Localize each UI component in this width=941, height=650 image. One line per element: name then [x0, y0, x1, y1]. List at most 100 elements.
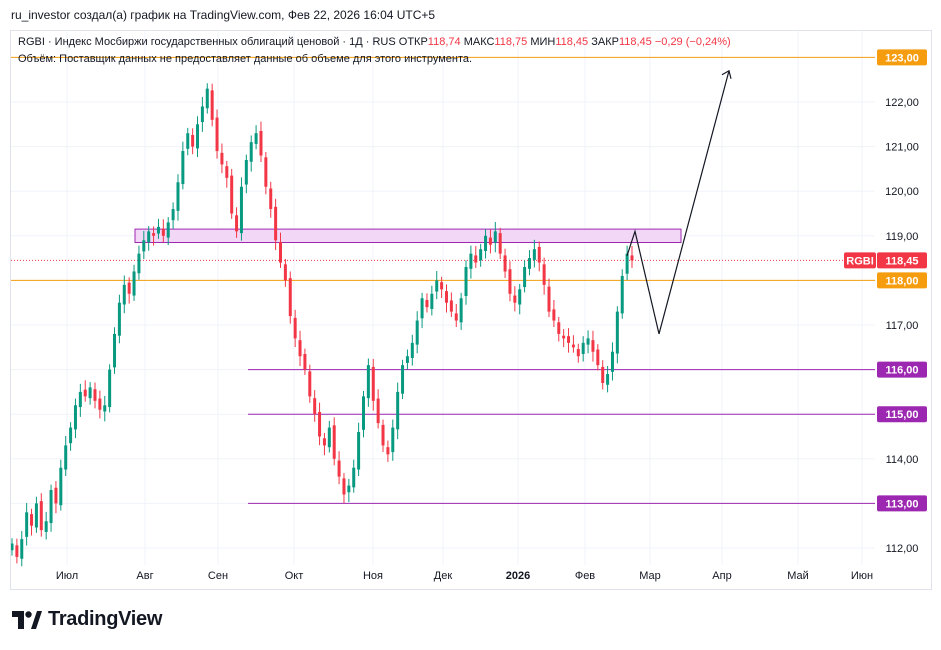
candle-body — [293, 317, 297, 339]
candle-body — [342, 478, 346, 495]
candle-body — [610, 351, 614, 372]
candle-body — [606, 374, 610, 385]
candle-body — [371, 366, 375, 401]
volume-note: Объём: Поставщик данных не предоставляет… — [18, 53, 473, 65]
candle-body — [127, 282, 131, 294]
candle-body — [454, 313, 458, 321]
candle-body — [200, 106, 204, 123]
candle-body — [259, 130, 263, 156]
candle-body — [59, 467, 63, 506]
level-badge[interactable] — [877, 272, 927, 289]
candle-body — [191, 135, 195, 147]
candle-body — [562, 335, 566, 339]
candle-body — [391, 427, 395, 453]
resistance-zone-layer — [134, 228, 682, 243]
candle-body — [410, 342, 414, 359]
candle-body — [254, 133, 258, 144]
tradingview-logo-icon — [12, 610, 42, 629]
candle-body — [337, 460, 341, 477]
candle-body — [420, 298, 424, 319]
level-badge-label: 116,00 — [885, 365, 918, 377]
candle-body — [523, 267, 527, 288]
candle-body — [303, 353, 307, 370]
candle-body — [449, 300, 453, 312]
x-tick-label: Май — [787, 570, 809, 582]
candle-body — [30, 514, 34, 526]
horizontal-lines-layer — [11, 56, 875, 504]
level-badge-label: 115,00 — [885, 409, 918, 421]
y-tick-label: 112,00 — [886, 543, 919, 555]
candle-body — [576, 349, 580, 357]
candle-body — [20, 539, 24, 559]
candle-body — [620, 275, 624, 314]
candle-body — [459, 298, 463, 323]
candle-body — [488, 237, 492, 245]
resistance-zone-rect — [134, 228, 682, 243]
candle-body — [376, 398, 380, 424]
candle-body — [625, 253, 629, 274]
candle-body — [176, 182, 180, 211]
level-badge[interactable] — [877, 495, 927, 512]
candle-body — [508, 269, 512, 294]
candle-body — [69, 427, 73, 444]
candle-body — [547, 286, 551, 312]
symbol-badge[interactable] — [844, 252, 876, 269]
open-label: ОТКР — [398, 36, 428, 48]
level-badge[interactable] — [877, 406, 927, 423]
candle-body — [103, 405, 107, 412]
candle-body — [366, 365, 370, 399]
candle-body — [83, 389, 87, 397]
candle-body — [542, 264, 546, 285]
attribution-text: ru_investor создал(а) график на TradingV… — [11, 8, 436, 22]
candle-body — [537, 246, 541, 263]
chart-frame — [10, 30, 932, 590]
x-tick-label: Сен — [208, 570, 228, 582]
candle-body — [322, 438, 326, 446]
candle-body — [527, 258, 531, 269]
candle-body — [557, 322, 561, 334]
x-tick-label: Дек — [434, 570, 453, 582]
candle-body — [49, 490, 53, 524]
candle-body — [98, 398, 102, 410]
candle-body — [532, 249, 536, 260]
candle-body — [479, 249, 483, 261]
candle-body — [318, 411, 322, 437]
candle-body — [147, 231, 151, 243]
tradingview-logo[interactable]: TradingView — [12, 608, 162, 631]
candle-body — [630, 255, 634, 261]
x-tick-label: Окт — [285, 570, 304, 582]
change-value: −0,29 (−0,24%) — [654, 36, 731, 48]
candle-body — [88, 387, 92, 399]
low-label: МИН — [530, 36, 556, 48]
last-price-badge[interactable] — [877, 252, 927, 269]
time-axis[interactable]: Июл Авг Сен Окт Ноя Дек 2026 Фев Мар Апр Май Июн — [56, 570, 873, 582]
candle-body — [396, 391, 400, 430]
high-value: 118,75 — [494, 36, 528, 48]
y-tick-label: 120,00 — [885, 186, 919, 198]
price-axis[interactable]: 112,00 113,00 114,00 115,00 116,00 117,00 118,… — [844, 49, 927, 555]
x-tick-label: Июл — [56, 570, 78, 582]
y-tick-label: 121,00 — [885, 142, 919, 154]
candle-body — [264, 157, 268, 187]
candle-body — [274, 206, 278, 241]
candle-body — [39, 501, 43, 531]
candle-body — [596, 349, 600, 366]
candle-body — [220, 152, 224, 165]
candle-body — [210, 90, 214, 120]
candle-body — [215, 117, 219, 152]
level-badge[interactable] — [877, 361, 927, 378]
candle-body — [142, 240, 146, 252]
forecast-arrow-layer — [626, 69, 732, 335]
candle-body — [122, 284, 126, 305]
candle-body — [64, 445, 68, 470]
y-tick-label: 117,00 — [886, 320, 919, 332]
open-value: 118,74 — [427, 36, 461, 48]
candle-body — [440, 282, 444, 290]
candle-body — [567, 336, 571, 343]
candle-body — [205, 88, 209, 109]
y-tick-label: 114,00 — [886, 454, 919, 466]
candle-body — [357, 432, 361, 470]
level-badge-label: 123,00 — [885, 52, 919, 64]
level-badge[interactable] — [877, 49, 927, 66]
